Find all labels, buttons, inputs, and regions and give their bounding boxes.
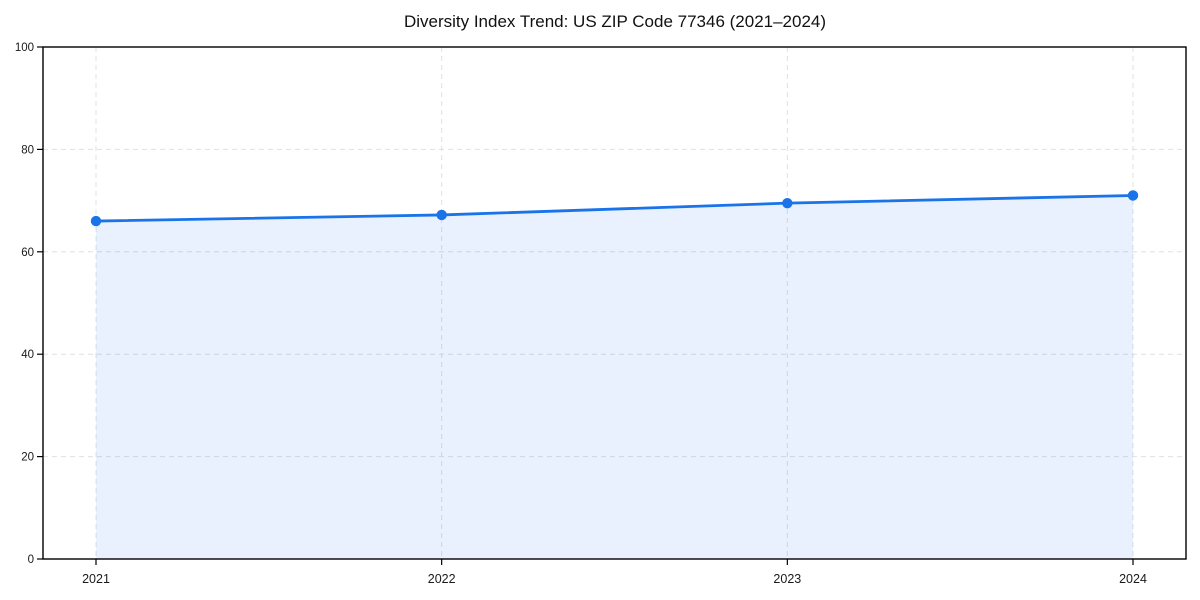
- y-tick-label-20: 20: [21, 452, 34, 464]
- tick-labels: 0 20 40 60 80 100 2021 2022 2023 2024: [15, 42, 1147, 586]
- series-layer: [90, 190, 1139, 560]
- y-tick-label-80: 80: [21, 144, 34, 156]
- gridlines: [43, 47, 1186, 559]
- data-point-2021: [90, 215, 102, 227]
- data-point-2022: [436, 209, 447, 221]
- y-tick-label-100: 100: [15, 42, 34, 54]
- chart-title: Diversity Index Trend: US ZIP Code 77346…: [404, 12, 826, 31]
- x-tick-label-2023: 2023: [773, 572, 801, 586]
- trend-line: [94, 194, 1135, 223]
- data-point-2023: [782, 197, 793, 209]
- y-tick-label-0: 0: [28, 554, 34, 566]
- x-tick-label-2024: 2024: [1119, 572, 1147, 586]
- plot-border: [42, 46, 1187, 560]
- data-point-2024: [1127, 190, 1139, 201]
- area-fill: [96, 195, 1133, 560]
- y-tick-label-40: 40: [21, 349, 34, 361]
- axes: [37, 46, 1187, 565]
- x-tick-label-2021: 2021: [82, 572, 110, 586]
- x-tick-label-2022: 2022: [428, 572, 456, 586]
- y-tick-label-60: 60: [21, 247, 34, 259]
